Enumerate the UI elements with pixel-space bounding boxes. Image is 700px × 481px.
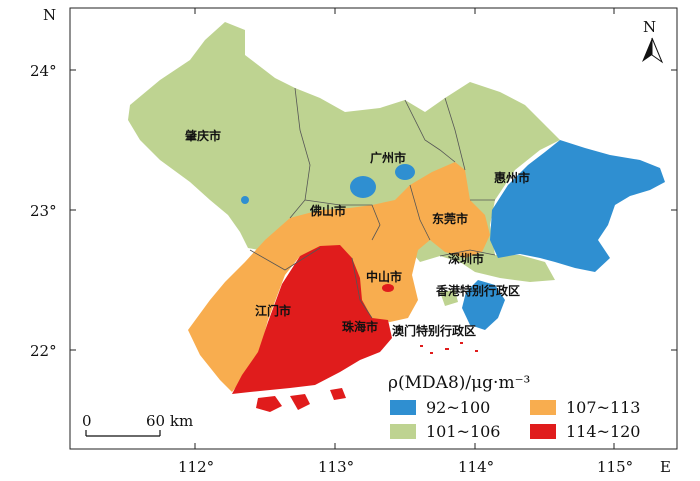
lon-label-113: 113°: [318, 458, 354, 476]
legend-label-114-120: 114~120: [566, 422, 640, 441]
city-label-dongguan: 东莞市: [432, 211, 468, 226]
map-frame: [69, 7, 678, 450]
lat-label-22: 22°: [30, 342, 57, 360]
scale-bar-zero: 0: [82, 412, 92, 430]
north-corner-label: N: [43, 6, 56, 24]
zone-92-100-guangzhou-spot-1: [350, 176, 376, 198]
lat-label-23: 23°: [30, 202, 57, 220]
city-label-zhongshan: 中山市: [366, 269, 402, 284]
legend-swatch-92-100: [390, 400, 416, 415]
legend-swatch-114-120: [530, 424, 556, 439]
zone-114-120-island-2: [290, 394, 310, 410]
scale-bar-distance: 60 km: [146, 412, 193, 430]
city-label-zhaoqing: 肇庆市: [185, 128, 221, 143]
legend-swatch-107-113: [530, 400, 556, 415]
zone-114-120: [232, 245, 392, 394]
scale-bar: [85, 430, 161, 437]
zone-114-120-island-3: [330, 388, 346, 400]
legend-label-101-106: 101~106: [426, 422, 500, 441]
lat-label-24: 24°: [30, 62, 57, 80]
city-label-huizhou: 惠州市: [494, 170, 530, 185]
zone-114-120-island-1: [256, 396, 282, 412]
lon-label-114: 114°: [458, 458, 494, 476]
legend-title: ρ(MDA8)/μg·m⁻³: [388, 373, 530, 393]
zone-92-100-hongkong: [462, 280, 505, 330]
lon-label-112: 112°: [178, 458, 214, 476]
zone-114-120-zhongshan-spot: [382, 284, 394, 292]
north-arrow-label: N: [643, 18, 656, 36]
city-label-guangzhou: 广州市: [370, 150, 406, 165]
zone-101-106-island: [440, 290, 458, 306]
lon-label-115: 115°: [597, 458, 633, 476]
city-label-foshan: 佛山市: [309, 203, 346, 218]
city-label-zhuhai: 珠海市: [342, 319, 378, 334]
zone-92-100-guangzhou-spot-2: [395, 164, 415, 180]
zone-107-113: [188, 162, 490, 392]
city-label-shenzhen: 深圳市: [448, 251, 484, 266]
admin-boundaries: [249, 87, 496, 319]
coastal-islands: [420, 342, 478, 354]
north-arrow-icon: [642, 37, 664, 64]
zone-92-100: [490, 140, 665, 272]
city-label-macao: 澳门特别行政区: [392, 323, 476, 338]
city-label-jiangmen: 江门市: [255, 303, 291, 318]
zone-92-100-zhaoqing-spot: [241, 196, 249, 204]
legend-label-107-113: 107~113: [566, 398, 640, 417]
legend-label-92-100: 92~100: [426, 398, 490, 417]
city-label-hongkong: 香港特别行政区: [435, 283, 520, 298]
legend-swatch-101-106: [390, 424, 416, 439]
east-corner-label: E: [660, 458, 671, 476]
